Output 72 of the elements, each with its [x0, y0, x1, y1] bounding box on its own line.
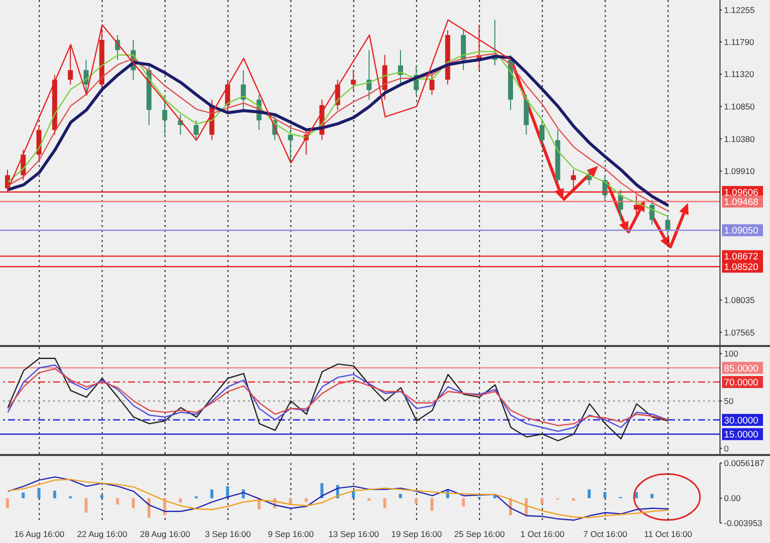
bar [210, 489, 214, 498]
y-tick-label: 1.11320 [724, 69, 754, 80]
x-tick-label: 16 Aug 16:00 [14, 529, 65, 540]
x-tick-label: 11 Oct 16:00 [644, 529, 692, 540]
bar [603, 492, 606, 498]
bar [650, 494, 654, 498]
bar [6, 498, 9, 508]
y-tick-label: 0.0056187 [724, 458, 764, 468]
bar [524, 498, 528, 516]
y-tick-label: 1.07565 [724, 327, 755, 338]
bar [53, 490, 56, 498]
candlestick [194, 120, 199, 141]
bar [178, 498, 182, 503]
candlestick [586, 169, 592, 186]
y-tick-label: 1.08035 [724, 295, 755, 306]
x-tick-label: 9 Sep 16:00 [268, 529, 314, 540]
y-tick-label: 100 [724, 348, 738, 359]
bar [22, 492, 25, 498]
candlestick [665, 214, 670, 236]
bar [383, 498, 386, 508]
candlestick [540, 120, 544, 146]
candlestick [350, 70, 356, 91]
candlestick [240, 70, 246, 110]
ref-line-label: 1.09606 [724, 188, 758, 199]
bar [304, 498, 308, 502]
y-tick-label: 0 [724, 443, 729, 454]
bar [320, 483, 324, 498]
bar [588, 489, 591, 498]
ref-line-label: 1.08672 [724, 252, 758, 263]
y-tick-label: 1.09910 [724, 166, 755, 176]
bar [37, 488, 40, 498]
y-tick-label: 1.10380 [724, 134, 755, 144]
bar [540, 498, 544, 504]
candlestick [570, 169, 576, 190]
bar [399, 494, 402, 498]
y-tick-label: 0.00 [724, 493, 741, 504]
candlestick [650, 199, 655, 226]
x-tick-label: 28 Aug 16:00 [140, 529, 190, 540]
x-tick-label: 1 Oct 16:00 [520, 529, 565, 540]
candlestick [288, 124, 293, 161]
bar [132, 498, 135, 508]
x-tick-label: 7 Oct 16:00 [583, 529, 628, 540]
x-tick-label: 22 Aug 16:00 [77, 529, 128, 540]
ref-line-label: 70.0000 [724, 378, 758, 389]
ref-line-label: 1.09468 [724, 197, 758, 208]
y-tick-label: 1.10850 [724, 102, 755, 112]
bar [572, 498, 575, 501]
bar [462, 498, 465, 506]
candlestick [68, 44, 73, 86]
bar [368, 498, 371, 501]
y-tick-label: 1.12255 [724, 4, 755, 15]
candlestick [634, 194, 639, 216]
bar [116, 498, 120, 504]
x-tick-label: 19 Sep 16:00 [391, 529, 442, 540]
ref-line-label: 1.09050 [724, 226, 758, 237]
candlestick [162, 94, 168, 136]
y-tick-label: 1.11790 [724, 36, 754, 47]
bar [430, 498, 434, 511]
x-tick-label: 13 Sep 16:00 [328, 529, 380, 540]
bar [634, 492, 638, 498]
ref-line-label: 85.0000 [724, 363, 758, 374]
ref-line-label: 1.08520 [724, 262, 758, 274]
bar [147, 498, 150, 518]
x-tick-label: 25 Sep 16:00 [454, 529, 506, 540]
bar [84, 498, 88, 513]
y-tick-label: -0.003953 [724, 518, 763, 528]
y-tick-label: 50 [724, 396, 734, 406]
bar [414, 498, 418, 504]
ref-line-label: 30.0000 [724, 415, 758, 426]
ref-line-label: 15.0000 [724, 430, 758, 441]
x-tick-label: 3 Sep 16:00 [205, 529, 252, 540]
bar [100, 495, 104, 498]
